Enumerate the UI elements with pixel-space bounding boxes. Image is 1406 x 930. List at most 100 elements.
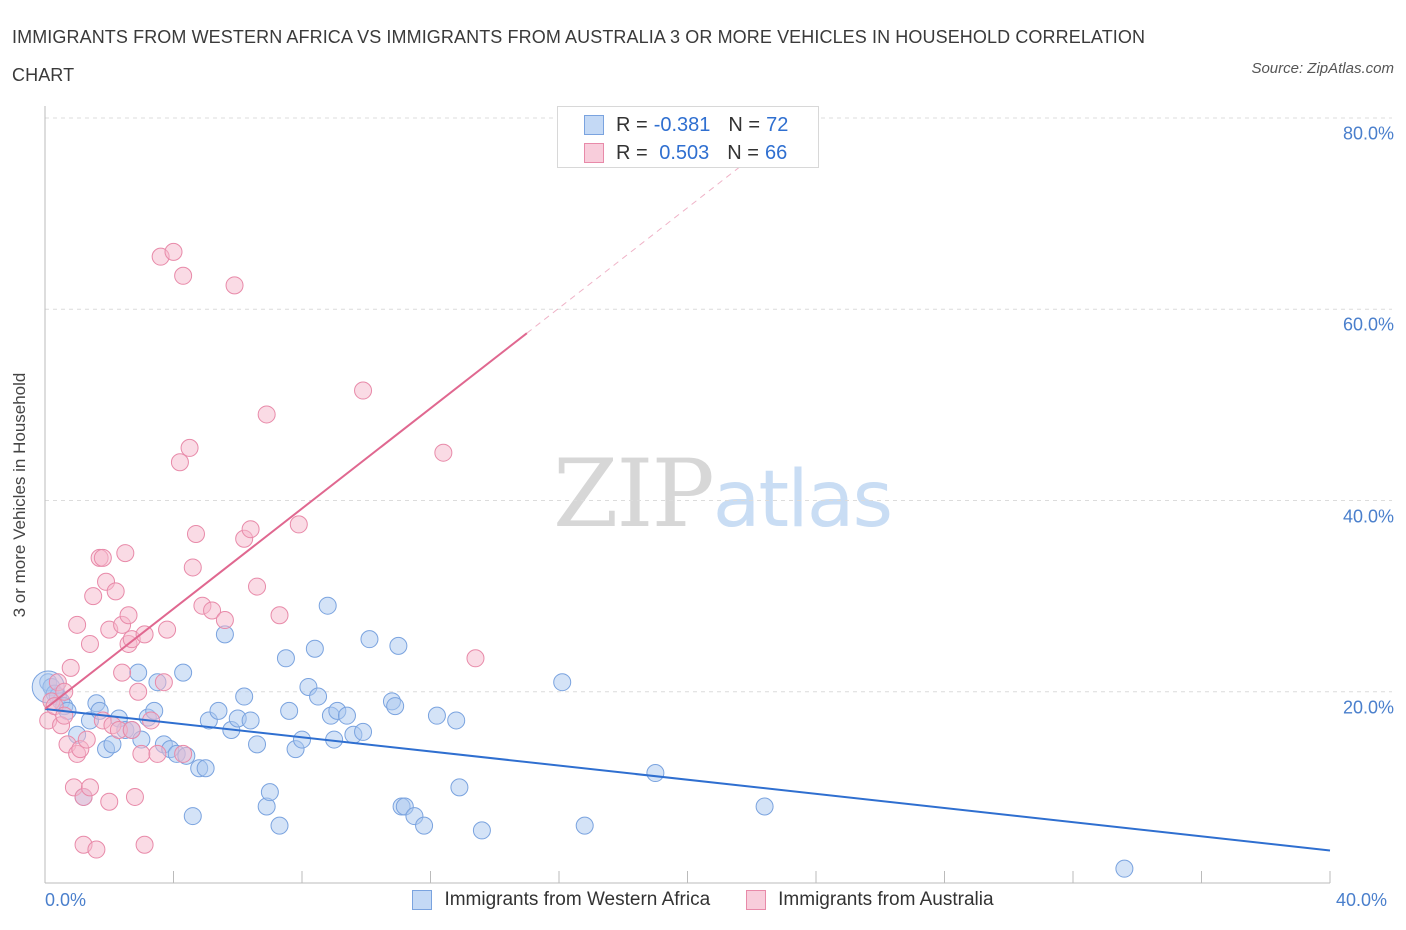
- data-point: [280, 701, 299, 720]
- data-point: [154, 673, 173, 692]
- legend-swatch-blue: [412, 890, 433, 910]
- data-point: [755, 797, 774, 816]
- data-point: [116, 544, 135, 563]
- source-label: Source: ZipAtlas.com: [1251, 60, 1394, 77]
- data-point: [119, 606, 138, 625]
- data-point: [158, 620, 177, 639]
- data-point: [447, 711, 466, 730]
- data-point: [183, 558, 202, 577]
- legend-swatch-blue: [584, 115, 604, 135]
- data-point: [174, 744, 193, 763]
- y-tick-label: 40.0%: [1342, 506, 1394, 526]
- legend-label-western-africa: Immigrants from Western Africa: [444, 889, 711, 910]
- data-point: [170, 453, 189, 472]
- data-point: [386, 697, 405, 716]
- legend-r-value: -0.381: [653, 113, 711, 136]
- legend-n-value: 66: [764, 141, 788, 164]
- data-point: [164, 242, 183, 261]
- data-point: [235, 687, 254, 706]
- data-point: [84, 587, 103, 606]
- data-point: [113, 663, 132, 682]
- legend-swatch-pink: [584, 143, 604, 163]
- legend-item-western-africa[interactable]: Immigrants from Western Africa: [412, 889, 710, 911]
- data-point: [309, 687, 328, 706]
- data-point: [174, 266, 193, 285]
- data-point: [248, 735, 267, 754]
- data-point: [646, 764, 665, 783]
- data-point: [209, 701, 228, 720]
- data-point: [466, 649, 485, 668]
- trend-line-western-africa: [44, 707, 1331, 852]
- data-point: [183, 807, 202, 826]
- x-tick-label-min: 0.0%: [45, 890, 87, 910]
- data-point: [575, 816, 594, 835]
- watermark-zip: ZIP: [553, 440, 715, 549]
- data-point: [148, 744, 167, 763]
- data-point: [305, 639, 324, 658]
- data-point: [80, 778, 99, 797]
- data-point: [318, 596, 337, 615]
- data-point: [125, 787, 144, 806]
- series-western-africa-points: [31, 596, 1134, 878]
- data-point: [427, 706, 446, 725]
- data-point: [203, 601, 222, 620]
- data-point: [260, 783, 279, 802]
- y-tick-label: 60.0%: [1342, 314, 1394, 335]
- data-point: [360, 630, 379, 649]
- grid-lines: [45, 117, 1392, 693]
- chart-title: IMMIGRANTS FROM WESTERN AFRICA VS IMMIGR…: [12, 27, 1146, 85]
- data-point: [553, 673, 572, 692]
- data-point: [87, 840, 106, 859]
- legend-n-label: N =: [728, 113, 761, 136]
- data-point: [354, 381, 373, 400]
- data-point: [225, 276, 244, 295]
- data-point: [293, 730, 311, 749]
- legend-n-value: 72: [766, 113, 789, 136]
- trend-line-australia: [44, 332, 528, 710]
- data-point: [122, 721, 141, 739]
- series-australia-points: [39, 242, 485, 859]
- legend-row-australia: R = 0.503 N = 66: [584, 139, 805, 167]
- series-legend: Immigrants from Western Africa Immigrant…: [0, 889, 1406, 911]
- axes: [44, 106, 1331, 884]
- data-point: [68, 615, 87, 634]
- correlation-legend: R = -0.381 N = 72 R = 0.503 N = 66: [557, 106, 819, 168]
- data-point: [337, 706, 356, 725]
- legend-n-label: N =: [727, 141, 759, 164]
- legend-r-label: R =: [616, 113, 648, 136]
- data-point: [135, 625, 154, 644]
- data-point: [248, 577, 267, 596]
- data-point: [215, 611, 234, 630]
- data-point: [186, 524, 205, 543]
- data-point: [241, 520, 260, 539]
- data-point: [100, 792, 119, 811]
- x-tick-label-max: 40.0%: [1336, 890, 1388, 910]
- data-point: [135, 835, 154, 854]
- data-point: [472, 821, 491, 840]
- data-point: [241, 711, 260, 730]
- legend-label-australia: Immigrants from Australia: [778, 889, 994, 910]
- data-point: [415, 816, 434, 835]
- data-point: [354, 722, 373, 741]
- data-point: [389, 636, 408, 655]
- data-point: [174, 663, 193, 682]
- data-point: [289, 515, 308, 534]
- data-point: [80, 634, 99, 653]
- data-point: [434, 443, 453, 462]
- data-point: [180, 438, 199, 457]
- y-tick-label: 80.0%: [1342, 123, 1394, 144]
- data-point: [450, 778, 469, 797]
- data-point: [93, 548, 112, 567]
- data-point: [1115, 859, 1134, 878]
- legend-item-australia[interactable]: Immigrants from Australia: [746, 889, 994, 911]
- data-point: [129, 663, 148, 682]
- data-point: [270, 606, 289, 625]
- y-tick-label: 20.0%: [1342, 697, 1394, 718]
- data-point: [276, 649, 295, 668]
- trend-lines: [44, 159, 1331, 852]
- legend-swatch-pink: [746, 890, 767, 910]
- data-point: [257, 405, 276, 424]
- data-point: [132, 744, 151, 763]
- legend-r-label: R =: [616, 141, 648, 164]
